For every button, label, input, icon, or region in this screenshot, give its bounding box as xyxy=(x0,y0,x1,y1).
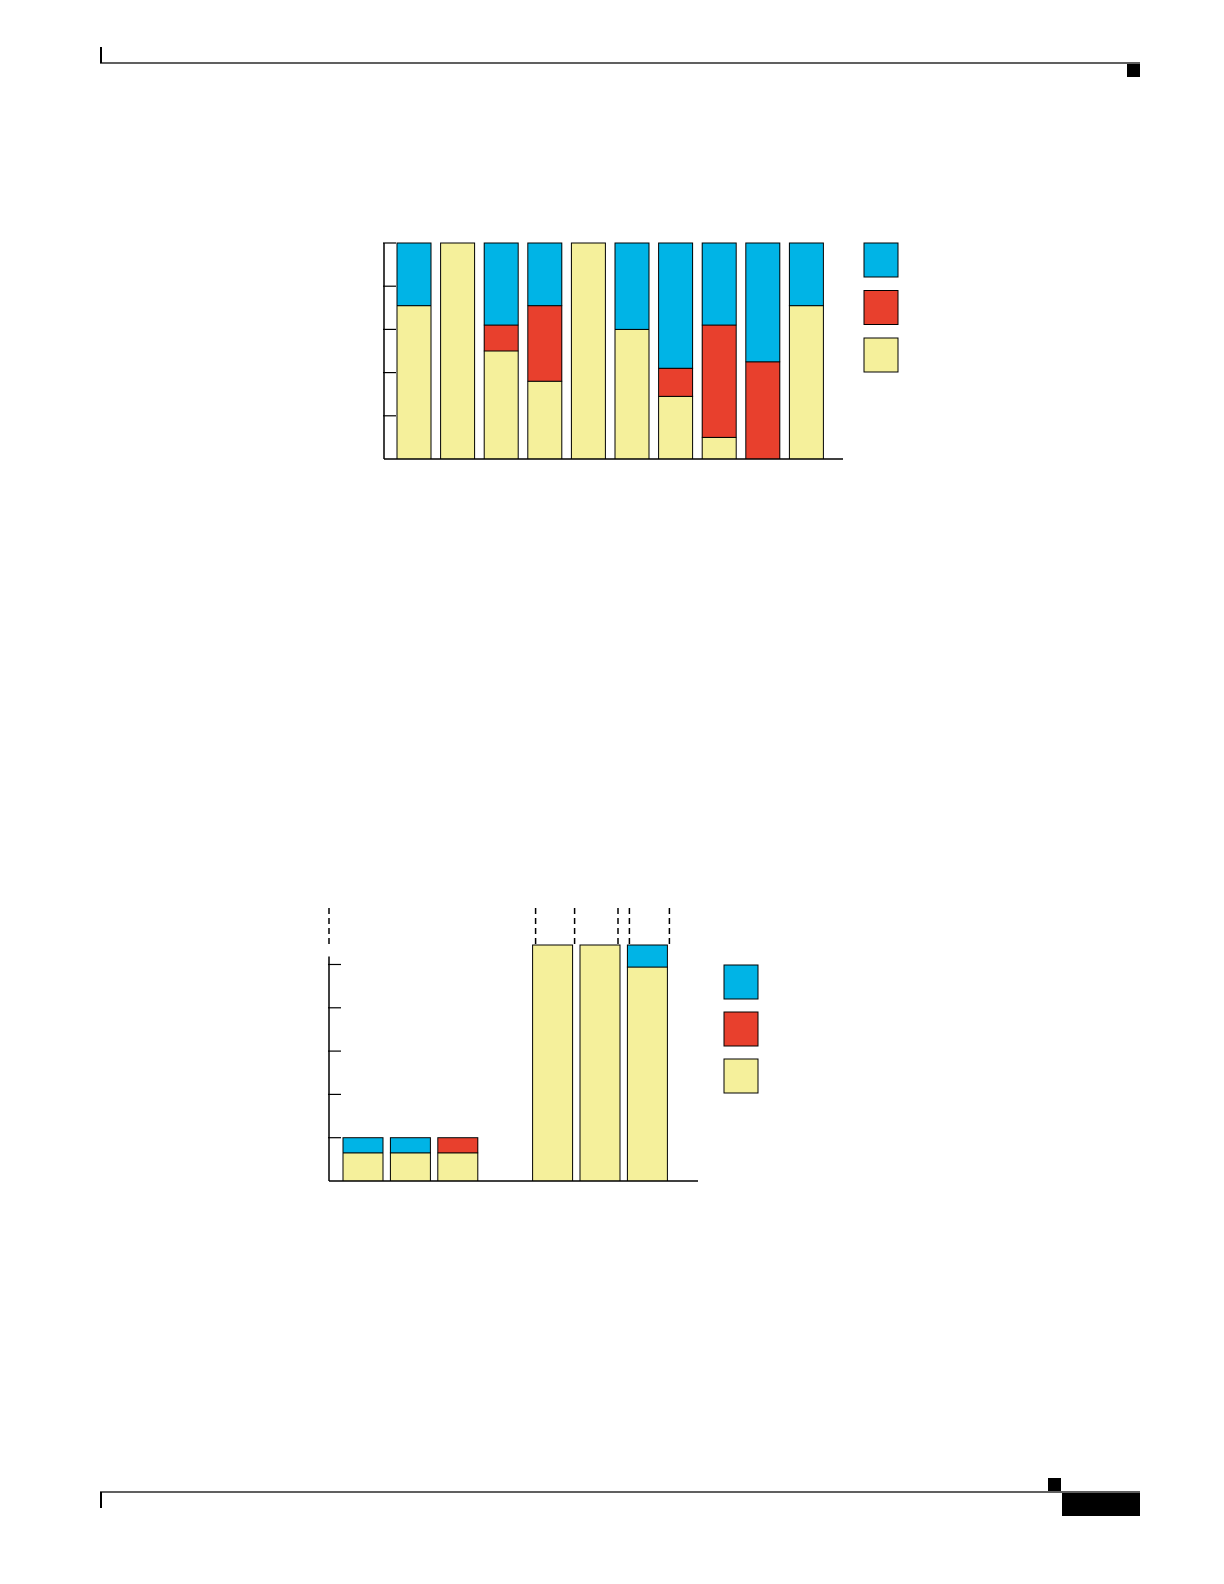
bar-segment xyxy=(579,944,621,1182)
legend-swatch xyxy=(723,964,759,1000)
bar-segment xyxy=(570,242,606,460)
bar-segment xyxy=(614,242,650,330)
bar-segment xyxy=(342,1137,384,1154)
bar-segment xyxy=(658,367,694,397)
bar-segment xyxy=(437,1152,479,1182)
bar-segment xyxy=(626,944,668,968)
bar-segment xyxy=(658,242,694,369)
header-square xyxy=(1127,64,1140,77)
legend-swatch xyxy=(863,337,899,373)
bar-segment xyxy=(745,361,781,460)
bar-segment xyxy=(389,1137,431,1154)
footer-square xyxy=(1048,1478,1061,1491)
bar-segment xyxy=(483,350,519,460)
legend-swatch xyxy=(863,290,899,325)
bar-segment xyxy=(701,242,737,326)
bar-segment xyxy=(532,944,574,1182)
bar-segment xyxy=(396,242,432,307)
legend-swatch xyxy=(863,242,899,278)
bar-segment xyxy=(701,436,737,460)
bar-segment xyxy=(342,1152,384,1182)
page-number-box xyxy=(1062,1493,1140,1516)
bar-segment xyxy=(614,328,650,460)
bar-segment xyxy=(658,395,694,460)
bar-segment xyxy=(626,966,668,1182)
legend-swatch xyxy=(723,1011,759,1047)
bar-segment xyxy=(701,324,737,438)
bar-segment xyxy=(483,324,519,352)
bar-segment xyxy=(437,1137,479,1154)
bar-segment xyxy=(389,1152,431,1182)
bar-segment xyxy=(527,305,563,382)
bar-segment xyxy=(788,305,824,460)
bar-segment xyxy=(788,242,824,307)
legend-swatch xyxy=(723,1058,759,1094)
bar-segment xyxy=(440,242,476,460)
bar-segment xyxy=(483,242,519,326)
bar-segment xyxy=(527,242,563,307)
bar-segment xyxy=(745,242,781,363)
bar-segment xyxy=(527,380,563,460)
bar-segment xyxy=(396,305,432,460)
